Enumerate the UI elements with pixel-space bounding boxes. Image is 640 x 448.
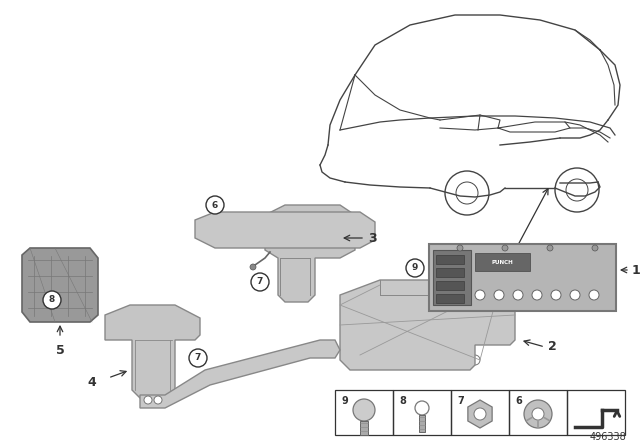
Text: 8: 8 xyxy=(399,396,406,406)
Bar xyxy=(419,415,425,432)
Circle shape xyxy=(457,245,463,251)
Circle shape xyxy=(353,399,375,421)
Circle shape xyxy=(513,290,523,300)
Circle shape xyxy=(532,290,542,300)
Bar xyxy=(436,268,464,277)
Text: 8: 8 xyxy=(49,296,55,305)
Circle shape xyxy=(570,290,580,300)
Text: 496338: 496338 xyxy=(589,432,626,442)
Circle shape xyxy=(189,349,207,367)
FancyBboxPatch shape xyxy=(429,244,616,311)
Bar xyxy=(335,390,393,435)
Circle shape xyxy=(474,408,486,420)
Circle shape xyxy=(551,290,561,300)
Bar xyxy=(360,421,368,435)
Bar xyxy=(433,250,471,305)
Circle shape xyxy=(144,396,152,404)
Bar xyxy=(475,253,530,271)
Circle shape xyxy=(445,171,489,215)
Circle shape xyxy=(475,290,485,300)
Polygon shape xyxy=(195,212,375,248)
Text: 3: 3 xyxy=(368,232,376,245)
Polygon shape xyxy=(265,205,355,302)
Bar xyxy=(436,281,464,290)
Polygon shape xyxy=(340,280,515,370)
Text: 6: 6 xyxy=(212,201,218,210)
Bar xyxy=(451,390,509,435)
Circle shape xyxy=(524,400,552,428)
Polygon shape xyxy=(140,340,340,408)
Text: 9: 9 xyxy=(341,396,348,406)
Text: 7: 7 xyxy=(195,353,201,362)
Circle shape xyxy=(43,291,61,309)
Circle shape xyxy=(350,355,360,365)
Bar xyxy=(509,390,567,435)
Circle shape xyxy=(494,290,504,300)
Text: 7: 7 xyxy=(257,277,263,287)
Bar xyxy=(393,390,451,435)
Circle shape xyxy=(555,168,599,212)
Text: 5: 5 xyxy=(56,344,65,357)
Circle shape xyxy=(154,396,162,404)
Text: PUNCH: PUNCH xyxy=(491,259,513,264)
Polygon shape xyxy=(105,305,200,398)
Bar xyxy=(567,390,625,435)
Circle shape xyxy=(566,179,588,201)
Circle shape xyxy=(532,408,544,420)
Circle shape xyxy=(589,290,599,300)
Polygon shape xyxy=(468,400,492,428)
Bar xyxy=(436,294,464,303)
Circle shape xyxy=(250,264,256,270)
Text: 1: 1 xyxy=(632,263,640,276)
Circle shape xyxy=(206,196,224,214)
Circle shape xyxy=(547,245,553,251)
Circle shape xyxy=(251,273,269,291)
Circle shape xyxy=(502,245,508,251)
Polygon shape xyxy=(22,248,98,322)
Circle shape xyxy=(415,401,429,415)
Bar xyxy=(436,255,464,264)
Text: 2: 2 xyxy=(548,340,557,353)
Text: 9: 9 xyxy=(412,263,418,272)
Circle shape xyxy=(406,259,424,277)
Text: 4: 4 xyxy=(87,375,96,388)
Circle shape xyxy=(456,182,478,204)
Text: 7: 7 xyxy=(457,396,464,406)
Circle shape xyxy=(470,355,480,365)
Text: 6: 6 xyxy=(515,396,522,406)
Circle shape xyxy=(592,245,598,251)
